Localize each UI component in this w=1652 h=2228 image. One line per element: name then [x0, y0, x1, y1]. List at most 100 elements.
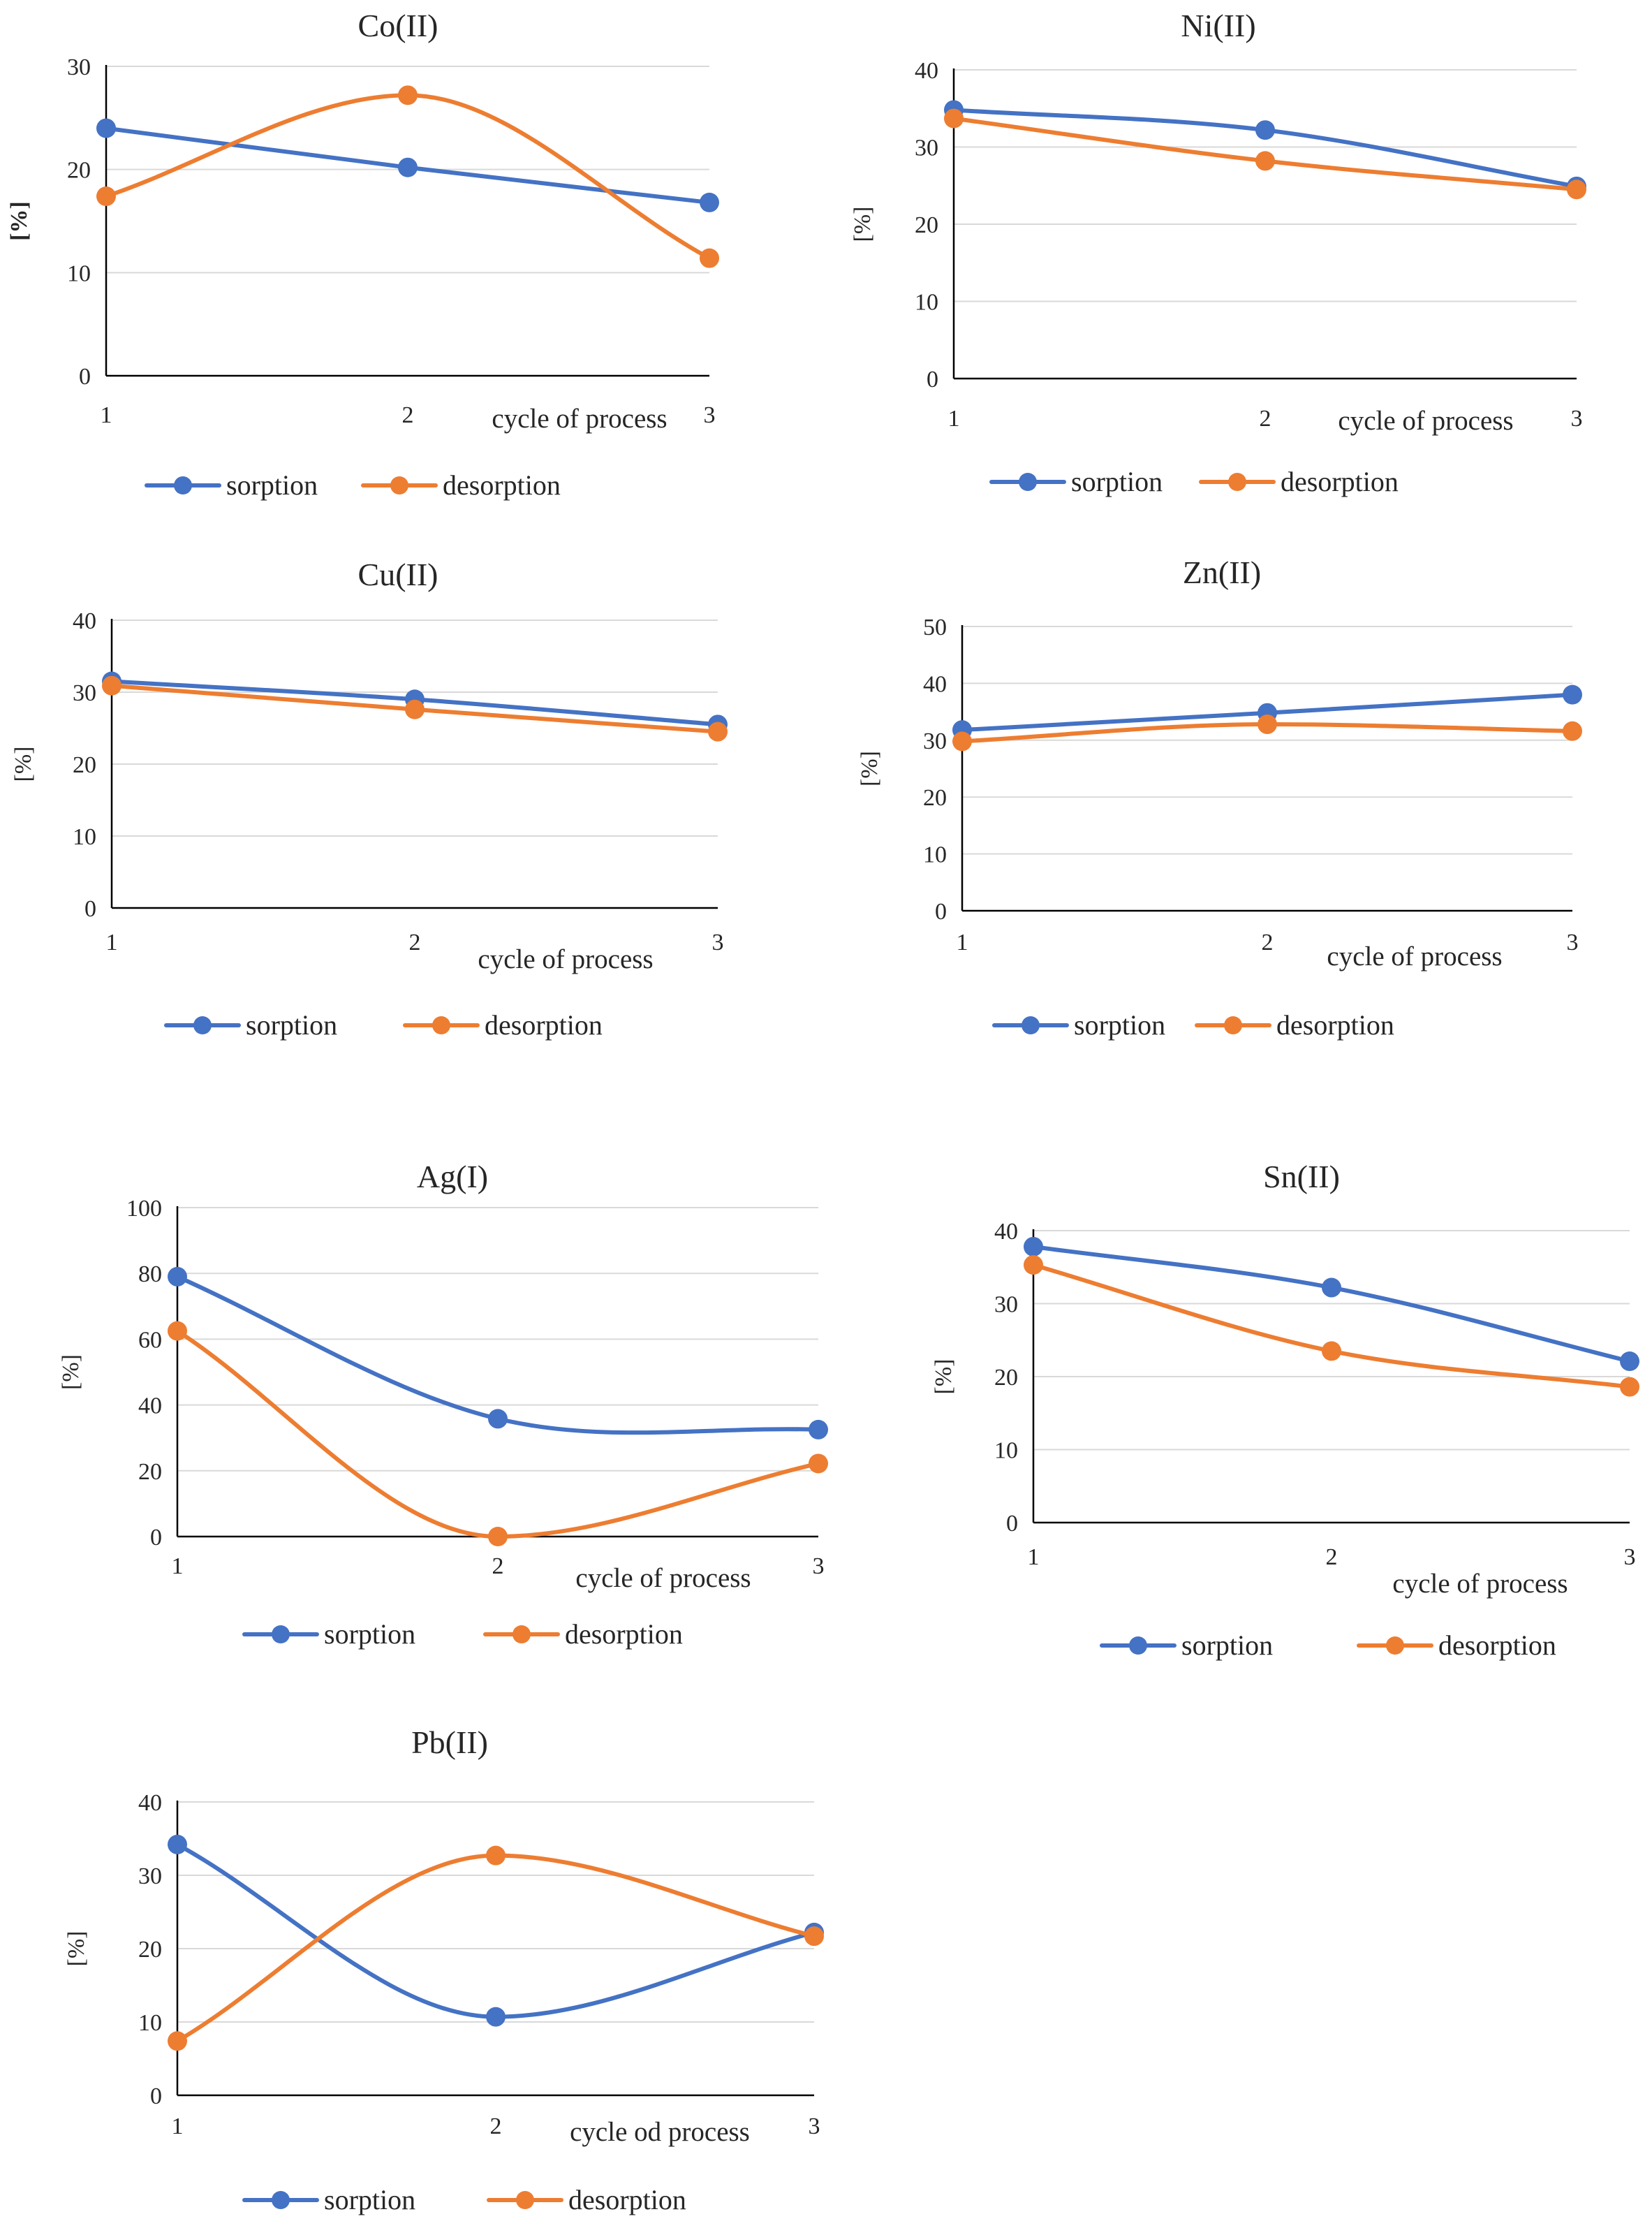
- legend-marker-desorption: [516, 2191, 534, 2209]
- x-axis-label: cycle of process: [478, 944, 653, 974]
- legend: sorption desorption: [989, 466, 1399, 497]
- legend: sorption desorption: [242, 2184, 686, 2215]
- y-tick-label: 30: [994, 1292, 1018, 1318]
- chart-title: Co(II): [358, 8, 438, 43]
- legend: sorption desorption: [145, 469, 561, 501]
- data-point-desorption: [952, 731, 972, 752]
- data-point-desorption: [96, 186, 116, 207]
- legend: sorption desorption: [164, 1009, 603, 1041]
- data-point-desorption: [168, 2031, 187, 2051]
- legend: sorption desorption: [992, 1009, 1394, 1041]
- y-tick-label: 0: [150, 1525, 162, 1551]
- legend-marker-sorption: [1129, 1636, 1147, 1655]
- y-axis-label: [%]: [857, 751, 883, 786]
- x-tick-label: 1: [172, 1553, 184, 1579]
- x-axis-label: cycle of process: [575, 1563, 751, 1593]
- legend-label-sorption: sorption: [1181, 1629, 1273, 1661]
- chart-title: Cu(II): [358, 557, 438, 592]
- x-tick-label: 1: [106, 930, 118, 955]
- chart-3: 0 10 20 30 40 50 1 2 3 Zn(II) [%] cycle of process s…: [857, 555, 1582, 1041]
- y-tick-label: 30: [73, 680, 96, 706]
- x-tick-label: 3: [809, 2113, 820, 2139]
- legend-marker-desorption: [512, 1625, 531, 1643]
- data-point-desorption: [1563, 721, 1582, 741]
- y-tick-label: 40: [73, 608, 96, 634]
- legend-label-desorption: desorption: [1276, 1009, 1394, 1041]
- legend-label-sorption: sorption: [1071, 466, 1163, 497]
- y-tick-label: 20: [923, 785, 947, 811]
- y-axis-label: [%]: [10, 747, 36, 782]
- data-point-desorption: [102, 675, 121, 696]
- y-axis-label: [%]: [850, 207, 876, 242]
- data-point-sorption: [1024, 1236, 1043, 1256]
- legend-label-sorption: sorption: [226, 469, 318, 501]
- y-tick-label: 10: [138, 2010, 162, 2036]
- legend: sorption desorption: [242, 1618, 683, 1650]
- y-tick-label: 10: [915, 290, 938, 316]
- x-tick-label: 1: [101, 402, 112, 428]
- legend-marker-sorption: [174, 476, 192, 494]
- chart-1: 0 10 20 30 40 1 2 3 Ni(II) [%] cycle of process sor…: [850, 8, 1586, 497]
- data-point-sorption: [1620, 1351, 1639, 1372]
- y-tick-label: 0: [79, 364, 91, 390]
- legend-marker-sorption: [272, 1625, 290, 1643]
- legend-marker-desorption: [1386, 1636, 1404, 1655]
- y-tick-label: 40: [915, 58, 938, 84]
- y-tick-label: 100: [126, 1196, 162, 1222]
- x-tick-label: 2: [492, 1553, 504, 1579]
- data-point-desorption: [398, 85, 418, 105]
- data-point-desorption: [405, 699, 425, 719]
- data-point-desorption: [1258, 714, 1277, 735]
- data-point-desorption: [488, 1527, 508, 1546]
- legend-marker-desorption: [432, 1016, 450, 1034]
- legend-label-desorption: desorption: [565, 1618, 683, 1650]
- x-tick-label: 3: [1571, 406, 1583, 432]
- data-point-sorption: [1322, 1277, 1341, 1298]
- chart-0: 0 10 20 30 1 2 3 Co(II) [%] cycle of process sorpt…: [6, 8, 719, 501]
- x-tick-label: 1: [172, 2113, 184, 2139]
- x-tick-label: 2: [1326, 1544, 1338, 1570]
- x-tick-label: 3: [712, 930, 724, 955]
- x-tick-label: 3: [1567, 930, 1579, 955]
- y-tick-label: 0: [1006, 1511, 1018, 1537]
- legend-marker-desorption: [1228, 473, 1246, 491]
- y-tick-label: 10: [73, 824, 96, 850]
- x-tick-label: 2: [402, 402, 414, 428]
- chart-6: 0 10 20 30 40 1 2 3 Pb(II) [%] cycle od process sor…: [64, 1724, 824, 2215]
- y-tick-label: 40: [138, 1393, 162, 1419]
- chart-4: 0 20 40 60 80 100 1 2 3 Ag(I) [%] cycle of process s…: [58, 1159, 828, 1650]
- y-tick-label: 50: [923, 615, 947, 640]
- y-tick-label: 40: [923, 671, 947, 697]
- series-line-desorption: [175, 1328, 820, 1539]
- y-tick-label: 20: [73, 752, 96, 778]
- y-tick-label: 30: [67, 54, 91, 80]
- x-tick-label: 2: [1260, 406, 1271, 432]
- x-tick-label: 3: [704, 402, 716, 428]
- data-point-sorption: [809, 1419, 828, 1439]
- data-point-desorption: [1255, 151, 1275, 171]
- data-point-sorption: [1563, 684, 1582, 705]
- y-tick-label: 60: [138, 1327, 162, 1353]
- chart-5: 0 10 20 30 40 1 2 3 Sn(II) [%] cycle of process sor…: [931, 1159, 1639, 1661]
- legend-marker-sorption: [1022, 1016, 1040, 1034]
- legend-marker-sorption: [193, 1016, 212, 1034]
- x-tick-label: 1: [948, 406, 960, 432]
- y-tick-label: 20: [915, 212, 938, 238]
- y-tick-label: 40: [994, 1219, 1018, 1245]
- x-tick-label: 2: [409, 930, 421, 955]
- data-point-desorption: [1322, 1341, 1341, 1361]
- y-tick-label: 30: [915, 135, 938, 161]
- data-point-sorption: [168, 1834, 187, 1854]
- x-tick-label: 1: [957, 930, 968, 955]
- y-tick-label: 20: [994, 1365, 1018, 1391]
- data-point-desorption: [944, 108, 964, 129]
- chart-title: Zn(II): [1183, 555, 1261, 590]
- x-axis-label: cycle of process: [1392, 1569, 1568, 1599]
- data-point-desorption: [809, 1453, 828, 1474]
- data-point-desorption: [168, 1321, 187, 1341]
- y-tick-label: 20: [67, 158, 91, 184]
- data-point-sorption: [488, 1409, 508, 1429]
- chart-title: Ni(II): [1181, 8, 1255, 43]
- y-tick-label: 0: [150, 2083, 162, 2109]
- y-tick-label: 0: [84, 896, 96, 922]
